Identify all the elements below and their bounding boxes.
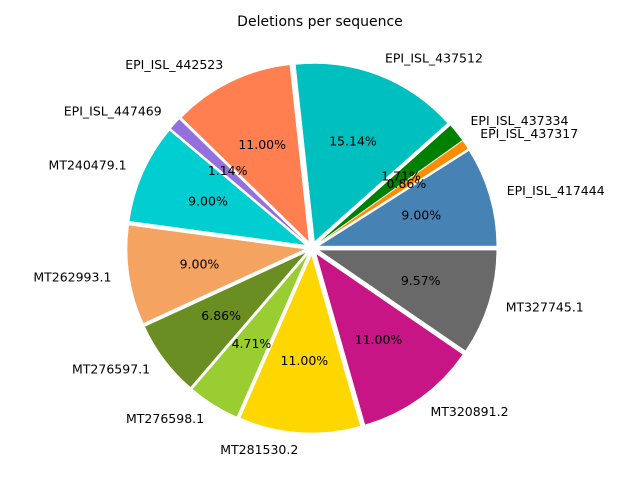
slice-percent-label: 11.00% (281, 353, 329, 368)
slice-label: MT276598.1 (126, 411, 204, 426)
slice-percent-label: 9.57% (401, 273, 441, 288)
slice-percent-label: 9.00% (401, 208, 441, 223)
slice-label: MT262993.1 (33, 269, 111, 284)
slice-percent-label: 0.86% (387, 176, 427, 191)
pie-slice-epi-isl-437334 (317, 124, 463, 244)
pie-slice-mt327745-1 (317, 249, 497, 352)
pie-slice-mt262993-1 (126, 224, 306, 324)
slice-percent-label: 11.00% (238, 137, 286, 152)
slice-percent-label: 6.86% (201, 308, 241, 323)
pie-slice-epi-isl-417444 (317, 150, 497, 247)
slice-label: MT240479.1 (49, 157, 127, 172)
chart-title: Deletions per sequence (237, 14, 403, 30)
slice-label: EPI_ISL_447469 (64, 103, 162, 118)
slice-label: MT327745.1 (506, 300, 584, 315)
pie-slice-mt276597-1 (144, 251, 307, 388)
slice-label: MT320891.2 (430, 404, 508, 419)
slice-percent-label: 1.71% (381, 169, 421, 184)
slice-label: EPI_ISL_437334 (471, 113, 569, 128)
slice-percent-label: 4.71% (232, 336, 272, 351)
pie-slices (126, 63, 497, 434)
slice-label: EPI_ISL_437512 (385, 50, 483, 65)
pie-slice-mt240479-1 (128, 130, 307, 246)
slice-label: MT281530.2 (220, 442, 298, 457)
pie-slice-epi-isl-437317 (317, 140, 469, 245)
slice-label: EPI_ISL_437317 (480, 126, 578, 141)
slice-label: EPI_ISL_417444 (507, 183, 605, 198)
slice-percent-label: 15.14% (329, 133, 377, 148)
pie-slice-mt276598-1 (192, 253, 309, 418)
slice-percent-label: 11.00% (355, 332, 403, 347)
pie-percent-labels: 9.00% 0.86%1.71% 15.14% 11.00% 1.14% 9.00% 9.0… (180, 133, 442, 368)
slice-percent-label: 9.00% (180, 256, 220, 271)
pie-slice-epi-isl-447469 (170, 118, 307, 244)
pie-slice-epi-isl-437512 (295, 63, 448, 242)
pie-slice-mt281530-2 (239, 254, 361, 434)
pie-slice-epi-isl-442523 (181, 64, 310, 243)
slice-percent-label: 1.14% (208, 163, 248, 178)
pie-labels: EPI_ISL_417444 EPI_ISL_437317EPI_ISL_4373… (33, 50, 604, 457)
pie-slice-mt320891-2 (315, 253, 464, 426)
slice-percent-label: 9.00% (188, 193, 228, 208)
slice-label: MT276597.1 (72, 362, 150, 377)
slice-label: EPI_ISL_442523 (125, 57, 223, 72)
